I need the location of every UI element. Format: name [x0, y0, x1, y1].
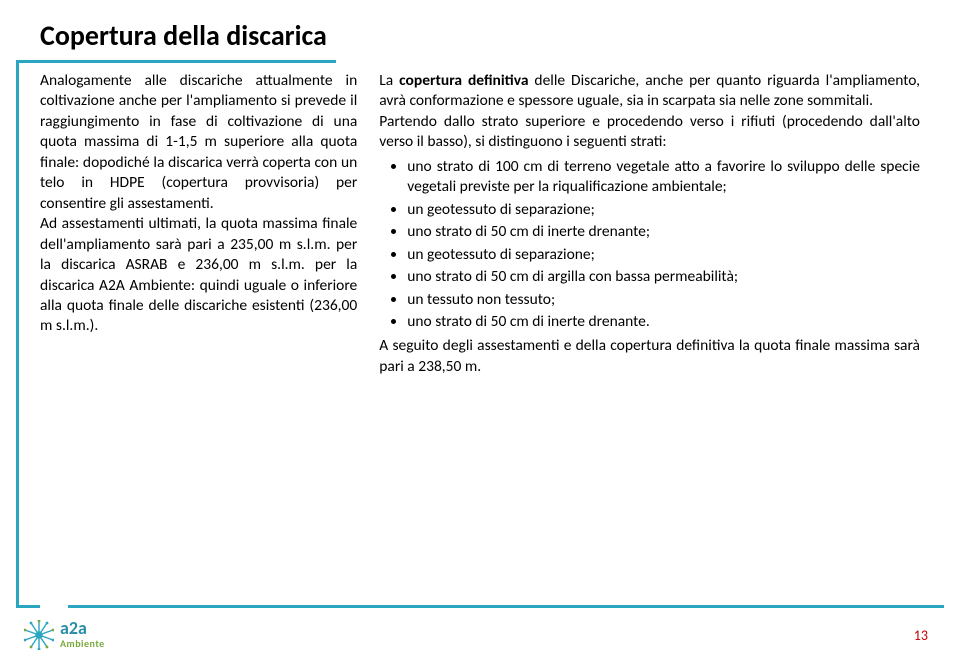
slide: Copertura della discarica Analogamente a… — [0, 0, 960, 662]
right-p1-pre: La — [379, 71, 399, 90]
logo-subtitle: Ambiente — [60, 637, 105, 650]
left-para-1: Analogamente alle discariche attualmente… — [40, 71, 357, 214]
slide-title: Copertura della discarica — [40, 18, 920, 53]
right-column: La copertura definitiva delle Discariche… — [379, 71, 920, 377]
bullet-item: un tessuto non tessuto; — [407, 290, 920, 310]
logo-text-block: a2a Ambiente — [60, 620, 105, 649]
left-column: Analogamente alle discariche attualmente… — [40, 71, 357, 377]
page-number: 13 — [914, 627, 928, 644]
bullet-item: un geotessuto di separazione; — [407, 245, 920, 265]
content-columns: Analogamente alle discariche attualmente… — [40, 71, 920, 377]
bullet-item: uno strato di 50 cm di inerte drenante. — [407, 312, 920, 332]
logo-burst-icon — [24, 620, 54, 650]
bullet-item: uno strato di 50 cm di inerte drenante; — [407, 222, 920, 242]
bullet-item: uno strato di 100 cm di terreno vegetale… — [407, 157, 920, 198]
right-p1-bold: copertura definitiva — [399, 71, 528, 90]
footer-logo: a2a Ambiente — [24, 620, 105, 650]
logo-brand: a2a — [60, 620, 105, 636]
frame-border-bottom-right — [68, 605, 944, 608]
frame-border-bottom-left — [16, 605, 40, 608]
bullet-item: un geotessuto di separazione; — [407, 200, 920, 220]
frame-border-left — [16, 60, 19, 608]
left-para-2: Ad assestamenti ultimati, la quota massi… — [40, 214, 357, 337]
frame-border-top — [16, 60, 336, 63]
right-para-3: A seguito degli assestamenti e della cop… — [379, 336, 920, 377]
bullet-item: uno strato di 50 cm di argilla con bassa… — [407, 267, 920, 287]
right-para-2: Partendo dallo strato superiore e proced… — [379, 112, 920, 153]
bullet-list: uno strato di 100 cm di terreno vegetale… — [379, 157, 920, 333]
right-para-1: La copertura definitiva delle Discariche… — [379, 71, 920, 112]
